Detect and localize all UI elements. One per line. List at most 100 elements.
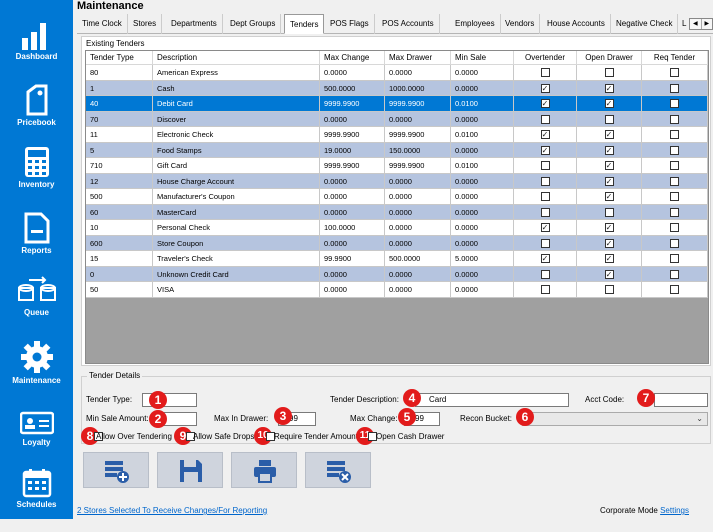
req-tender-checkbox[interactable] [670,114,679,124]
open-drawer-checkbox[interactable]: ✓ [604,269,614,279]
table-row[interactable]: 12 House Charge Account 0.0000 0.0000 0.0000… [86,173,708,189]
open-drawer-checkbox[interactable]: ✓ [604,145,614,155]
table-row[interactable]: 70 Discover 0.0000 0.0000 0.0000 [86,111,708,127]
overtender-checkbox[interactable] [540,207,550,217]
req-tender-checkbox[interactable] [670,285,679,294]
req-tender-checkbox[interactable] [670,269,679,279]
tab-overflow[interactable]: L [682,19,687,28]
req-tender-checkbox[interactable] [670,145,679,155]
req-tender-checkbox[interactable] [670,176,679,186]
req-tender-checkbox[interactable] [670,192,679,201]
open-drawer-checkbox[interactable]: ✓ [604,254,614,263]
table-row[interactable]: 40 Debit Card 9999.9900 9999.9900 0.0100 ✓ ✓ [86,96,708,112]
req-tender-checkbox[interactable] [670,130,679,139]
sidebar-item-queue[interactable]: Queue [0,276,73,340]
delete-tender-button[interactable] [305,452,371,488]
table-row[interactable]: 600 Store Coupon 0.0000 0.0000 0.0000 ✓ [86,235,708,251]
tab-dept-groups[interactable]: Dept Groups [225,14,282,34]
open-drawer-checkbox[interactable] [604,68,614,77]
overtender-checkbox[interactable]: ✓ [540,145,550,155]
stores-selected-link[interactable]: 2 Stores Selected To Receive Changes/For… [77,506,268,515]
table-row[interactable]: 11 Electronic Check 9999.9900 9999.9900 0.01… [86,127,708,143]
sidebar-item-dashboard[interactable]: Dashboard [0,20,73,84]
overtender-checkbox[interactable] [540,192,550,201]
open-drawer-checkbox[interactable]: ✓ [604,130,614,139]
open-drawer-checkbox[interactable] [604,207,614,217]
tab-vendors[interactable]: Vendors [500,14,541,34]
overtender-checkbox[interactable] [540,285,550,294]
table-row[interactable]: 710 Gift Card 9999.9900 9999.9900 0.0100 ✓ [86,158,708,174]
tab-scroll-left-icon[interactable]: ◀ [690,19,702,29]
open-drawer-checkbox[interactable]: ✓ [604,223,614,232]
sidebar-item-inventory[interactable]: Inventory [0,146,73,210]
open-drawer-checkbox[interactable]: ✓ [604,161,614,170]
overtender-checkbox[interactable]: ✓ [540,223,550,232]
settings-link[interactable]: Settings [660,506,689,515]
tab-departments[interactable]: Departments [166,14,223,34]
overtender-checkbox[interactable] [540,68,550,77]
req-tender-checkbox[interactable] [670,99,679,108]
sidebar-item-schedules[interactable]: Schedules [0,468,73,532]
table-row[interactable]: 1 Cash 500.0000 1000.0000 0.0000 ✓ ✓ [86,80,708,96]
save-button[interactable] [157,452,223,488]
req-tender-checkbox[interactable] [670,68,679,77]
sidebar-item-reports[interactable]: Reports [0,212,73,276]
tab-time-clock[interactable]: Time Clock [77,14,128,34]
tab-house-accounts[interactable]: House Accounts [542,14,611,34]
col-header-overtender[interactable]: Overtender [514,51,577,65]
tab-stores[interactable]: Stores [128,14,163,34]
col-header-max-change[interactable]: Max Change [320,51,385,65]
tenders-grid[interactable]: Tender Type Description Max Change Max D… [85,50,709,364]
col-header-min-sale[interactable]: Min Sale [451,51,514,65]
open-drawer-checkbox[interactable]: ✓ [604,176,614,186]
open-drawer-checkbox[interactable] [604,114,614,124]
table-row[interactable]: 50 VISA 0.0000 0.0000 0.0000 [86,282,708,298]
require-tender-amount-checkbox[interactable] [266,432,275,441]
req-tender-checkbox[interactable] [670,223,679,232]
col-header-max-drawer[interactable]: Max Drawer [385,51,451,65]
open-drawer-checkbox[interactable]: ✓ [604,83,614,93]
print-button[interactable] [231,452,297,488]
tender-description-input[interactable]: Card [415,393,569,407]
col-header-open-drawer[interactable]: Open Drawer [577,51,642,65]
overtender-checkbox[interactable] [540,238,550,248]
sidebar-item-loyalty[interactable]: Loyalty [0,410,73,474]
allow-over-tendering-checkbox[interactable] [94,432,103,441]
overtender-checkbox[interactable]: ✓ [540,99,550,108]
tab-pos-accounts[interactable]: POS Accounts [377,14,440,34]
table-row[interactable]: 15 Traveler's Check 99.9900 500.0000 5.0000 ✓… [86,251,708,267]
overtender-checkbox[interactable]: ✓ [540,130,550,139]
table-row[interactable]: 500 Manufacturer's Coupon 0.0000 0.0000 0.00… [86,189,708,205]
open-drawer-checkbox[interactable]: ✓ [604,238,614,248]
overtender-checkbox[interactable]: ✓ [540,83,550,93]
col-header-description[interactable]: Description [153,51,320,65]
req-tender-checkbox[interactable] [670,207,679,217]
recon-bucket-select[interactable]: ⌄ [522,412,708,426]
sidebar-item-maintenance[interactable]: Maintenance [0,340,73,404]
add-tender-button[interactable] [83,452,149,488]
tab-employees[interactable]: Employees [450,14,501,34]
open-cash-drawer-checkbox[interactable] [368,432,377,441]
acct-code-input[interactable] [654,393,708,407]
table-row[interactable]: 0 Unknown Credit Card 0.0000 0.0000 0.0000 ✓ [86,266,708,282]
tab-pos-flags[interactable]: POS Flags [325,14,375,34]
table-row[interactable]: 5 Food Stamps 19.0000 150.0000 0.0000 ✓ ✓ [86,142,708,158]
overtender-checkbox[interactable]: ✓ [540,254,550,263]
open-drawer-checkbox[interactable]: ✓ [604,99,614,108]
overtender-checkbox[interactable] [540,161,550,170]
overtender-checkbox[interactable] [540,176,550,186]
table-row[interactable]: 10 Personal Check 100.0000 0.0000 0.0000 ✓ ✓ [86,220,708,236]
col-header-req-tender[interactable]: Req Tender [642,51,708,65]
req-tender-checkbox[interactable] [670,161,679,170]
tab-tenders[interactable]: Tenders [284,14,325,34]
table-row[interactable]: 60 MasterCard 0.0000 0.0000 0.0000 [86,204,708,220]
table-row[interactable]: 80 American Express 0.0000 0.0000 0.0000 [86,65,708,81]
sidebar-item-pricebook[interactable]: Pricebook [0,84,73,148]
overtender-checkbox[interactable] [540,114,550,124]
overtender-checkbox[interactable] [540,269,550,279]
tab-negative-check[interactable]: Negative Check [611,14,679,34]
req-tender-checkbox[interactable] [670,254,679,263]
req-tender-checkbox[interactable] [670,83,679,93]
open-drawer-checkbox[interactable]: ✓ [604,192,614,201]
open-drawer-checkbox[interactable] [604,285,614,294]
